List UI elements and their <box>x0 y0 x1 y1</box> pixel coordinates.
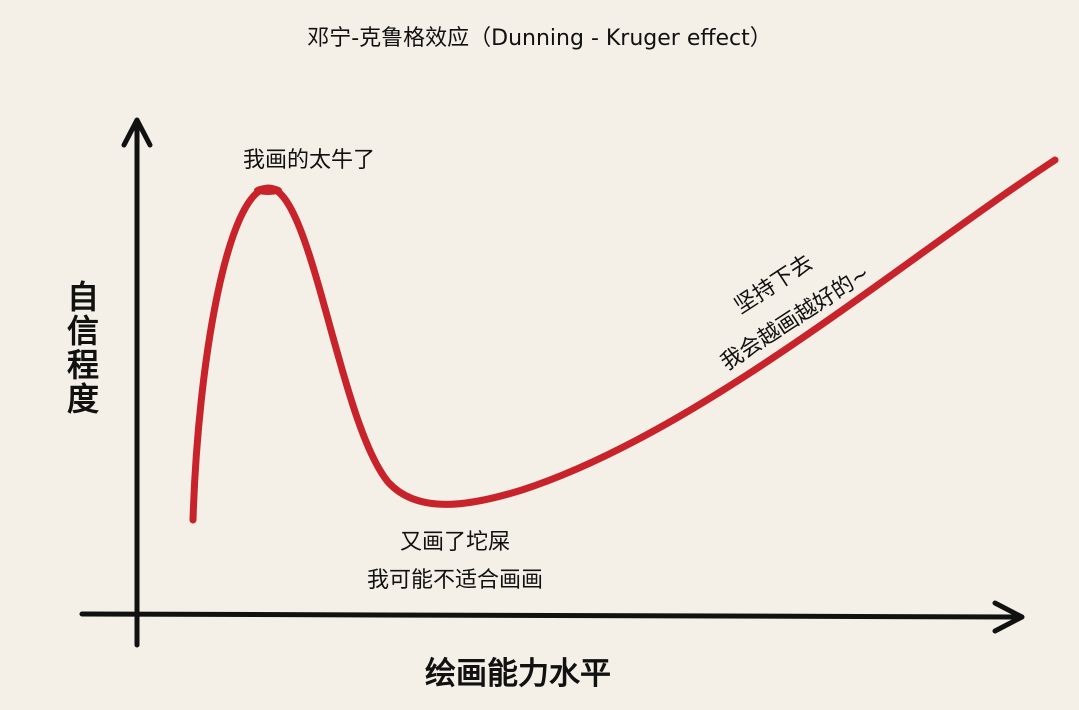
y-axis-label: 自信程度 <box>62 280 100 416</box>
confidence-curve <box>189 156 1059 524</box>
x-axis-label: 绘画能力水平 <box>425 656 611 692</box>
title: 邓宁-克鲁格效应（Dunning - Kruger effect） <box>307 26 772 51</box>
annotation-line: 我可能不适合画画 <box>366 568 543 593</box>
x-axis <box>79 611 1021 620</box>
peak-annotation: 我画的太牛了 <box>243 148 376 173</box>
x-axis-arrow <box>992 600 1025 634</box>
trough-annotation: 又画了坨屎 我可能不适合画画 <box>325 524 585 600</box>
y-axis-arrow <box>121 117 153 148</box>
annotation-line: 又画了坨屎 <box>399 530 510 555</box>
curve-peak-thickening <box>254 185 282 195</box>
